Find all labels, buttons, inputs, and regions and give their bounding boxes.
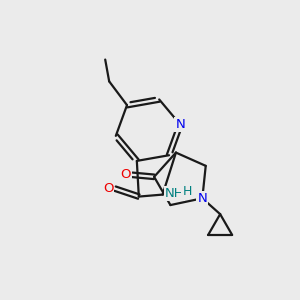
Text: H: H [182,185,192,198]
Text: O: O [103,182,113,195]
Text: NH: NH [165,187,184,200]
Text: N: N [175,118,185,131]
Text: N: N [197,192,207,205]
Text: O: O [120,168,130,181]
